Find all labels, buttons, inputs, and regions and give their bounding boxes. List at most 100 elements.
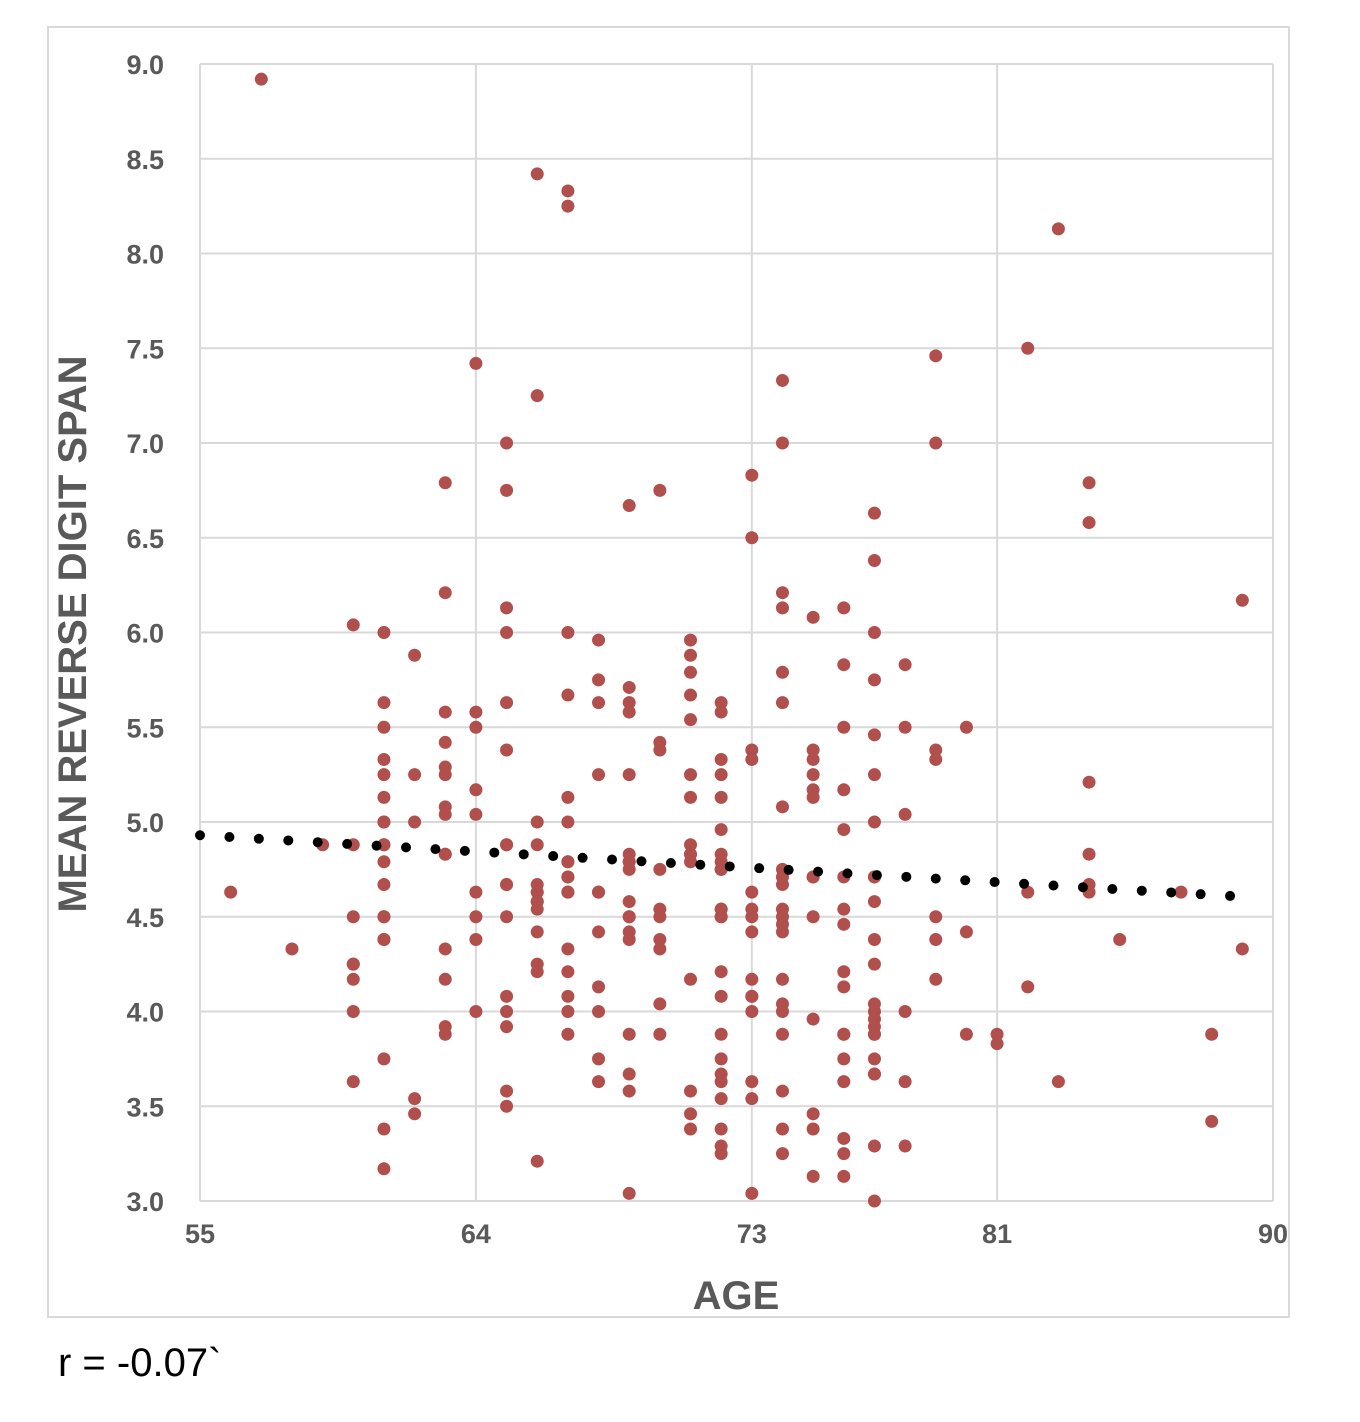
data-point bbox=[867, 1027, 881, 1041]
data-point bbox=[714, 1027, 728, 1041]
data-point bbox=[561, 989, 575, 1003]
data-point bbox=[377, 790, 391, 804]
data-point bbox=[959, 925, 973, 939]
trendline-dot bbox=[371, 840, 382, 851]
data-point bbox=[684, 1084, 698, 1098]
data-point bbox=[898, 1005, 912, 1018]
data-point bbox=[898, 807, 912, 821]
data-point bbox=[377, 1052, 391, 1066]
x-tick-label: 90 bbox=[1258, 1219, 1288, 1249]
data-point bbox=[929, 910, 943, 924]
data-point bbox=[806, 1107, 820, 1121]
trendline-dot bbox=[930, 873, 941, 884]
data-point bbox=[346, 972, 360, 986]
trendline-dot bbox=[813, 866, 824, 877]
data-point bbox=[592, 1005, 606, 1018]
data-point bbox=[500, 838, 514, 852]
data-point bbox=[561, 1005, 575, 1018]
trendline-dot bbox=[1077, 882, 1088, 893]
data-point bbox=[745, 1186, 759, 1200]
data-point bbox=[714, 752, 728, 766]
data-point bbox=[775, 601, 789, 615]
data-point bbox=[837, 902, 851, 916]
data-point bbox=[377, 720, 391, 734]
data-point bbox=[990, 1037, 1004, 1051]
data-point bbox=[592, 980, 606, 994]
data-point bbox=[745, 468, 759, 482]
data-point bbox=[377, 878, 391, 892]
data-point bbox=[1051, 1075, 1065, 1089]
data-point bbox=[622, 696, 636, 710]
y-tick-label: 9.0 bbox=[126, 50, 164, 80]
data-point bbox=[469, 783, 483, 797]
data-point bbox=[898, 1139, 912, 1153]
data-point bbox=[714, 1147, 728, 1161]
data-point bbox=[438, 768, 452, 782]
data-point bbox=[745, 910, 759, 924]
data-point bbox=[867, 1052, 881, 1066]
data-point bbox=[745, 1005, 759, 1018]
data-point bbox=[775, 665, 789, 679]
data-point bbox=[1082, 775, 1096, 789]
data-point bbox=[377, 910, 391, 924]
data-point bbox=[775, 586, 789, 600]
trendline-dot bbox=[1107, 883, 1118, 894]
data-point bbox=[622, 1027, 636, 1041]
data-point bbox=[775, 917, 789, 931]
trendline-dot bbox=[724, 861, 735, 872]
data-point bbox=[745, 885, 759, 899]
trendline-dot bbox=[901, 871, 912, 882]
axes bbox=[199, 64, 1273, 1202]
trendline-dot bbox=[665, 857, 676, 868]
data-point bbox=[806, 1169, 820, 1183]
trendline-dot bbox=[518, 849, 529, 860]
data-point bbox=[990, 1027, 1004, 1041]
data-point bbox=[837, 1131, 851, 1145]
trendline-dot bbox=[695, 859, 706, 870]
data-point bbox=[622, 705, 636, 719]
data-point bbox=[622, 768, 636, 782]
data-point bbox=[438, 586, 452, 600]
data-point bbox=[653, 997, 667, 1011]
data-point bbox=[1174, 885, 1188, 899]
data-point bbox=[622, 1186, 636, 1200]
y-tick-label: 6.5 bbox=[126, 524, 164, 554]
data-point bbox=[500, 989, 514, 1003]
data-point bbox=[530, 167, 544, 181]
data-point bbox=[959, 1027, 973, 1041]
trendline-dot bbox=[401, 842, 412, 853]
data-point bbox=[714, 965, 728, 979]
data-point bbox=[408, 1107, 422, 1121]
data-point bbox=[500, 626, 514, 639]
data-point bbox=[684, 790, 698, 804]
data-point bbox=[684, 633, 698, 647]
trendline-dot bbox=[283, 835, 294, 846]
data-point bbox=[530, 965, 544, 979]
data-point bbox=[867, 768, 881, 782]
data-point bbox=[377, 815, 391, 829]
data-point bbox=[1082, 516, 1096, 530]
data-point bbox=[438, 807, 452, 821]
data-point bbox=[837, 917, 851, 931]
data-point bbox=[806, 1122, 820, 1136]
data-point bbox=[806, 752, 820, 766]
data-point bbox=[377, 1162, 391, 1176]
data-point bbox=[898, 658, 912, 672]
correlation-coefficient-note: r = -0.07` bbox=[58, 1341, 222, 1385]
data-point bbox=[254, 72, 268, 86]
data-point bbox=[775, 1027, 789, 1041]
data-point bbox=[377, 855, 391, 869]
data-point bbox=[561, 885, 575, 899]
data-point bbox=[929, 752, 943, 766]
data-point bbox=[653, 942, 667, 956]
data-point bbox=[561, 870, 575, 884]
data-point bbox=[775, 972, 789, 986]
data-point bbox=[622, 910, 636, 924]
data-point bbox=[929, 972, 943, 986]
trendline-dot bbox=[253, 833, 264, 844]
data-point bbox=[500, 1099, 514, 1113]
data-point bbox=[377, 1122, 391, 1136]
data-point bbox=[745, 1092, 759, 1106]
data-point bbox=[592, 885, 606, 899]
data-point bbox=[837, 1027, 851, 1041]
